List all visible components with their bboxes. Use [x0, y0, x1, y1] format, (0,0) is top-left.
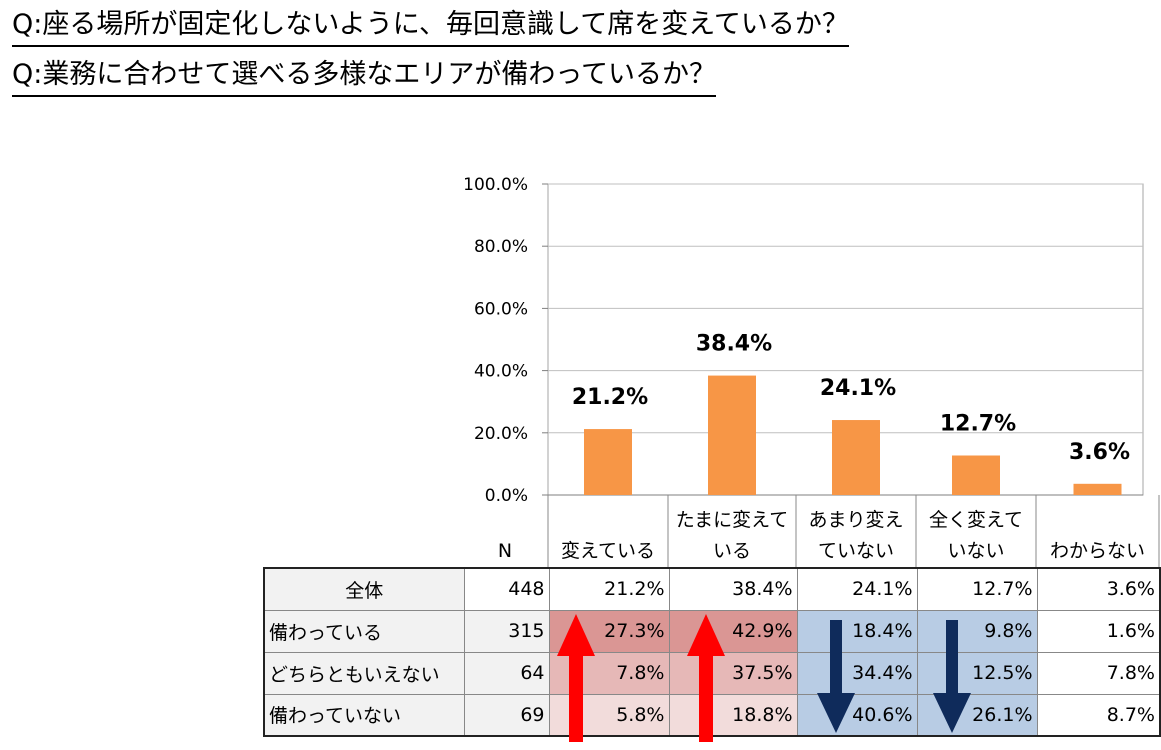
- category-label: たまに変えて: [676, 509, 788, 531]
- table-cell: 40.6%: [796, 693, 918, 737]
- data-label: 12.7%: [940, 412, 1016, 437]
- category-label: 全く変えて: [929, 509, 1023, 531]
- bar: [832, 420, 880, 495]
- y-tick-label: 100.0%: [463, 175, 528, 195]
- table-cell: 34.4%: [796, 651, 918, 695]
- row-label: 全体: [263, 567, 465, 611]
- category-label: 変えている: [561, 540, 655, 562]
- table-row: 備わっている 315 27.3% 42.9% 18.4% 9.8% 1.6%: [263, 609, 1161, 653]
- bar: [1073, 483, 1122, 495]
- question-1: Q:座る場所が固定化しないように、毎回意識して席を変えているか？: [12, 8, 849, 47]
- table-cell: 26.1%: [916, 693, 1038, 737]
- table-cell: 27.3%: [548, 609, 670, 653]
- y-tick-label: 80.0%: [474, 237, 528, 257]
- data-table: 全体 448 21.2% 38.4% 24.1% 12.7% 3.6% 備わっている 315 27…: [263, 567, 1161, 737]
- table-cell: 7.8%: [1036, 651, 1161, 695]
- row-label: 備わっている: [263, 609, 465, 653]
- table-row: 全体 448 21.2% 38.4% 24.1% 12.7% 3.6%: [263, 567, 1161, 611]
- table-cell: 24.1%: [796, 567, 918, 611]
- category-label: ていない: [818, 540, 894, 562]
- table-cell: 21.2%: [548, 567, 670, 611]
- table-cell: 38.4%: [668, 567, 798, 611]
- table-cell: 18.8%: [668, 693, 798, 737]
- category-label: あまり変え: [808, 509, 903, 531]
- question-2: Q:業務に合わせて選べる多様なエリアが備わっているか？: [12, 58, 716, 97]
- table-cell: 12.7%: [916, 567, 1038, 611]
- category-label: いない: [947, 540, 1004, 562]
- table-cell: 42.9%: [668, 609, 798, 653]
- y-tick-label: 60.0%: [474, 299, 528, 319]
- bar: [584, 429, 632, 495]
- bar: [708, 375, 756, 495]
- table-cell: 3.6%: [1036, 567, 1161, 611]
- n-header: N: [498, 540, 512, 562]
- row-n: 64: [463, 651, 550, 695]
- data-label: 21.2%: [572, 385, 648, 410]
- table-cell: 37.5%: [668, 651, 798, 695]
- table-cell: 12.5%: [916, 651, 1038, 695]
- table-row: 備わっていない 69 5.8% 18.8% 40.6% 26.1% 8.7%: [263, 693, 1161, 737]
- category-label: いる: [713, 540, 751, 562]
- y-tick-label: 20.0%: [474, 424, 528, 444]
- table-row: どちらともいえない 64 7.8% 37.5% 34.4% 12.5% 7.8%: [263, 651, 1161, 695]
- table-cell: 18.4%: [796, 609, 918, 653]
- bar: [952, 455, 1000, 495]
- table-cell: 7.8%: [548, 651, 670, 695]
- y-tick-label: 0.0%: [485, 486, 528, 506]
- row-n: 69: [463, 693, 550, 737]
- row-label: 備わっていない: [263, 693, 465, 737]
- row-label: どちらともいえない: [263, 651, 465, 695]
- table-cell: 5.8%: [548, 693, 670, 737]
- category-label: わからない: [1050, 540, 1145, 562]
- row-n: 448: [463, 567, 550, 611]
- y-tick-label: 40.0%: [474, 362, 528, 382]
- table-cell: 9.8%: [916, 609, 1038, 653]
- data-label: 3.6%: [1069, 440, 1130, 465]
- table-cell: 1.6%: [1036, 609, 1161, 653]
- table-cell: 8.7%: [1036, 693, 1161, 737]
- row-n: 315: [463, 609, 550, 653]
- data-label: 38.4%: [696, 332, 772, 357]
- data-label: 24.1%: [820, 376, 896, 401]
